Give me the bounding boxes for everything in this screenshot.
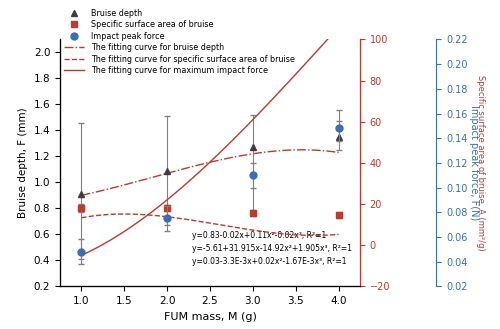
Legend: Bruise depth, Specific surface area of bruise, Impact peak force, The fitting cu: Bruise depth, Specific surface area of b… bbox=[64, 9, 294, 75]
Y-axis label: Impact peak force, F(N): Impact peak force, F(N) bbox=[469, 105, 479, 220]
Y-axis label: Specific surface area of bruise, A (mm²/g): Specific surface area of bruise, A (mm²/… bbox=[476, 75, 484, 251]
X-axis label: FUM mass, M (g): FUM mass, M (g) bbox=[164, 312, 256, 321]
Y-axis label: Bruise depth, F (mm): Bruise depth, F (mm) bbox=[18, 108, 28, 218]
Text: y=0.83-0.02x+0.11x²-0.02x³, R²=1
y=-5.61+31.915x-14.92x²+1.905x³, R²=1
y=0.03-3.: y=0.83-0.02x+0.11x²-0.02x³, R²=1 y=-5.61… bbox=[192, 231, 352, 266]
